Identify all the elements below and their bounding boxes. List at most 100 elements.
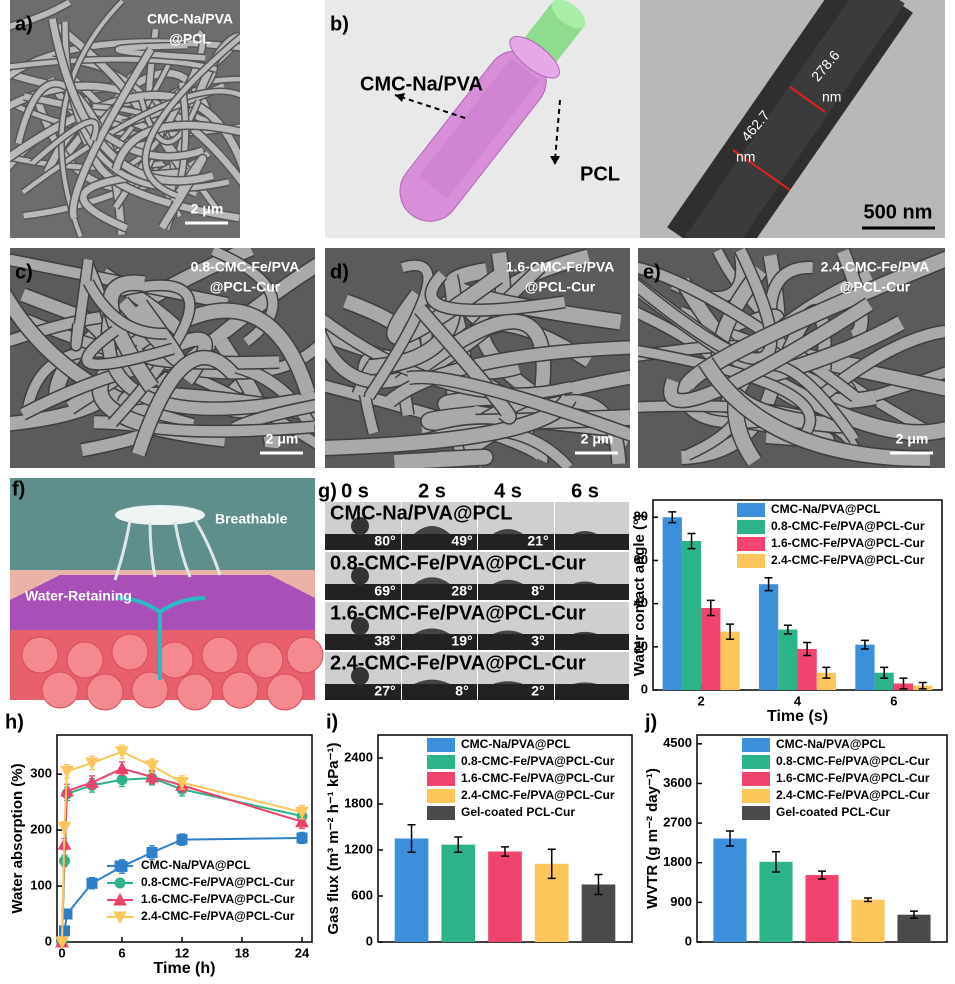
fibre <box>386 341 630 407</box>
legend-swatch <box>742 789 770 803</box>
legend-label: 0.8-CMC-Fe/PVA@PCL-Cur <box>776 754 930 768</box>
legend-swatch <box>427 789 455 803</box>
sample-label: 0.8-CMC-Fe/PVA <box>191 259 300 275</box>
photo-base <box>402 584 477 600</box>
marker <box>295 814 309 828</box>
legend-swatch <box>427 806 455 820</box>
error-bar <box>910 910 918 919</box>
error-bar <box>822 666 831 679</box>
sample-label: 1.6-CMC-Fe/PVA@PCL-Cur <box>330 602 586 624</box>
x-tick-label: 2 <box>698 693 705 708</box>
legend-label: Gel-coated PCL-Cur <box>461 805 575 819</box>
marker <box>115 761 129 775</box>
sample-label: CMC-Na/PVA <box>147 11 233 27</box>
fibre <box>664 298 873 407</box>
legend-label: 1.6-CMC-Fe/PVA@PCL-Cur <box>776 771 930 785</box>
y-tick-label: 300 <box>30 766 52 781</box>
y-tick-label: 0 <box>685 933 692 948</box>
panel-letter: c) <box>15 261 33 283</box>
marker <box>59 925 70 937</box>
marker <box>175 777 189 790</box>
fibre <box>754 316 905 386</box>
plot-frame <box>56 734 313 943</box>
fibre <box>678 251 945 400</box>
droplet <box>351 567 369 585</box>
y-tick-label: 60 <box>634 552 648 567</box>
error-bar <box>687 532 696 550</box>
error-bar <box>918 681 927 690</box>
panel-letter: a) <box>15 13 33 35</box>
droplet <box>573 682 597 684</box>
y-tick-label: 1800 <box>344 795 373 810</box>
x-tick-label: 6 <box>890 693 897 708</box>
x-axis-label: Time (s) <box>767 708 828 725</box>
droplet <box>414 526 450 534</box>
error-bar <box>501 846 509 857</box>
y-tick-label: 2400 <box>344 749 373 764</box>
fibre <box>115 43 206 61</box>
panel-letter: d) <box>330 261 349 283</box>
error-bar <box>547 848 556 880</box>
legend-swatch <box>427 772 455 786</box>
sample-label: 2.4-CMC-Fe/PVA <box>821 259 930 275</box>
sample-label: 1.6-CMC-Fe/PVA <box>506 259 615 275</box>
droplet <box>493 681 523 684</box>
time-label: 4 s <box>494 480 522 502</box>
legend-label: 2.4-CMC-Fe/PVA@PCL-Cur <box>771 553 925 567</box>
droplet <box>414 628 450 634</box>
tem-core <box>685 0 905 238</box>
y-tick-label: 1200 <box>344 841 373 856</box>
panel-letter: e) <box>643 261 661 283</box>
fibre <box>395 314 551 405</box>
sample-label: @PCL-Cur <box>840 279 911 295</box>
legend-swatch <box>742 772 770 786</box>
panel-letter: j) <box>644 711 657 733</box>
panel-letter: f) <box>12 478 25 500</box>
x-tick-label: 24 <box>295 945 310 960</box>
photo-base <box>478 584 554 600</box>
x-axis-label: Time (h) <box>154 960 216 977</box>
legend-swatch <box>737 554 765 568</box>
panel-letter: g) <box>318 480 337 502</box>
error-bar <box>803 641 812 657</box>
fibre <box>102 312 315 415</box>
photo-base <box>478 534 554 550</box>
y-tick-label: 2700 <box>663 815 692 830</box>
illustration <box>10 478 324 711</box>
y-tick-label: 100 <box>30 877 52 892</box>
photo-base <box>325 584 401 600</box>
y-axis-label: WVTR (g m⁻² day⁻¹) <box>644 768 661 909</box>
legend-label: 0.8-CMC-Fe/PVA@PCL-Cur <box>141 875 295 889</box>
scale-label: 2 μm <box>191 201 224 217</box>
bar <box>851 899 885 942</box>
sample-label: 0.8-CMC-Fe/PVA@PCL-Cur <box>330 552 586 574</box>
legend-label: 0.8-CMC-Fe/PVA@PCL-Cur <box>461 754 615 768</box>
fibre <box>184 303 315 395</box>
fibre <box>10 91 240 170</box>
marker <box>55 936 69 950</box>
fibre <box>82 326 175 370</box>
time-label: 0 s <box>341 480 369 502</box>
legend-label: 1.6-CMC-Fe/PVA@PCL-Cur <box>141 892 295 906</box>
angle-label: 49° <box>451 533 472 549</box>
legend-label: CMC-Na/PVA@PCL <box>141 858 250 872</box>
legend-swatch <box>737 537 765 551</box>
fibre <box>142 34 240 198</box>
shell-label: CMC-Na/PVA <box>360 73 483 95</box>
y-tick-label: 3600 <box>663 775 692 790</box>
angle-label: 8° <box>531 583 544 599</box>
photo-base <box>555 584 629 600</box>
scale-label: 2 μm <box>266 431 299 447</box>
fibre <box>407 371 630 441</box>
bar <box>797 648 817 690</box>
micrographs <box>10 0 945 468</box>
y-tick-label: 0 <box>45 933 52 948</box>
error-bar <box>454 836 463 854</box>
time-label: 2 s <box>418 480 446 502</box>
droplet <box>573 531 597 534</box>
droplet-photos <box>325 502 629 700</box>
marker <box>113 911 127 925</box>
